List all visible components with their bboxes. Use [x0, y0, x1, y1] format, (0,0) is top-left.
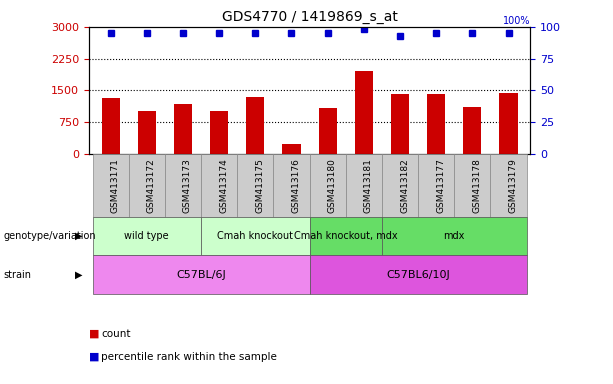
Text: percentile rank within the sample: percentile rank within the sample	[101, 352, 277, 362]
Text: GSM413173: GSM413173	[183, 158, 192, 213]
Text: GSM413181: GSM413181	[364, 158, 373, 213]
Bar	[246, 97, 264, 154]
Bar	[427, 94, 445, 154]
Bar	[500, 93, 517, 154]
Bar	[210, 111, 228, 154]
Text: ■: ■	[89, 352, 99, 362]
Bar	[463, 107, 481, 154]
Bar	[319, 108, 337, 154]
Text: GSM413174: GSM413174	[219, 158, 228, 213]
Text: 100%: 100%	[503, 16, 530, 26]
Text: C57BL/6J: C57BL/6J	[176, 270, 226, 280]
Text: wild type: wild type	[124, 231, 169, 241]
Text: GSM413182: GSM413182	[400, 158, 409, 213]
Text: C57BL6/10J: C57BL6/10J	[386, 270, 450, 280]
Bar	[102, 98, 120, 154]
Bar	[391, 94, 409, 154]
Text: mdx: mdx	[444, 231, 465, 241]
Text: ▶: ▶	[75, 270, 83, 280]
Text: ■: ■	[89, 329, 99, 339]
Title: GDS4770 / 1419869_s_at: GDS4770 / 1419869_s_at	[222, 10, 397, 25]
Text: Cmah knockout, mdx: Cmah knockout, mdx	[294, 231, 398, 241]
Text: GSM413172: GSM413172	[147, 158, 156, 213]
Text: GSM413177: GSM413177	[436, 158, 445, 213]
Text: GSM413175: GSM413175	[255, 158, 264, 213]
Text: count: count	[101, 329, 131, 339]
Text: Cmah knockout: Cmah knockout	[217, 231, 293, 241]
Text: GSM413171: GSM413171	[110, 158, 120, 213]
Bar	[283, 144, 300, 154]
Text: ▶: ▶	[75, 231, 83, 241]
Bar	[355, 71, 373, 154]
Text: genotype/variation: genotype/variation	[3, 231, 96, 241]
Text: strain: strain	[3, 270, 31, 280]
Bar	[174, 104, 192, 154]
Text: GSM413178: GSM413178	[473, 158, 481, 213]
Text: GSM413180: GSM413180	[328, 158, 337, 213]
Text: GSM413176: GSM413176	[291, 158, 300, 213]
Bar	[138, 111, 156, 154]
Text: GSM413179: GSM413179	[509, 158, 517, 213]
